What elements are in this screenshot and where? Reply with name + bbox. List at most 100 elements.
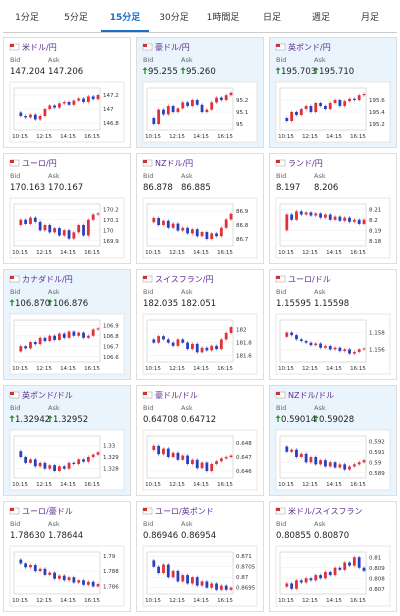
- bid-label: Bid: [276, 172, 286, 180]
- candle: [210, 464, 214, 471]
- candle: [186, 342, 189, 350]
- candle: [328, 346, 332, 350]
- candle: [58, 466, 61, 471]
- flag-mark: [10, 392, 14, 395]
- ask-label: Ask: [181, 172, 193, 180]
- rate-card[interactable]: 米ドル/円 Bid Ask 147.204 147.206 147.2 147 146.8 10…: [3, 37, 131, 148]
- ask-label: Ask: [314, 404, 326, 412]
- candle: [319, 213, 322, 218]
- y-tick-label: 95: [236, 122, 243, 128]
- flag-mark: [143, 276, 147, 279]
- x-tick-label: 10:15: [278, 134, 294, 140]
- candle: [333, 567, 337, 576]
- rate-card[interactable]: NZドル/ドル Bid Ask 0.59014 0.59028 0.592 0.591 0.5…: [269, 385, 397, 496]
- pair-name: 英ポンド/円: [288, 42, 331, 52]
- rate-card[interactable]: ユーロ/豪ドル Bid Ask 1.78630 1.78644 1.79 1.788 1.78…: [3, 501, 131, 612]
- y-tick-label: 8.19: [369, 228, 382, 234]
- candle: [304, 453, 308, 463]
- rate-card[interactable]: ユーロ/英ポンド Bid Ask 0.86946 0.86954 0.871 0.8705 0…: [136, 501, 264, 612]
- tab[interactable]: 30分足: [159, 13, 189, 23]
- pair-name: ユーロ/英ポンド: [155, 506, 214, 516]
- bid-label: Bid: [10, 288, 20, 296]
- candle: [338, 567, 342, 570]
- candle: [181, 227, 185, 231]
- candle: [91, 454, 95, 457]
- tab[interactable]: 週足: [311, 13, 330, 23]
- candle: [362, 567, 366, 571]
- rate-card[interactable]: ランド/円 Bid Ask 8.197 8.206 8.21 8.2 8.19 8.18 10:1…: [269, 153, 397, 264]
- tab[interactable]: 1時間足: [206, 13, 240, 23]
- candle: [67, 462, 71, 469]
- x-tick-label: 14:15: [193, 134, 209, 140]
- candle: [86, 335, 90, 338]
- bid-value: 86.878: [143, 183, 173, 193]
- ask-label: Ask: [181, 520, 193, 528]
- candle: [348, 562, 351, 566]
- ask-value: 0.59028: [319, 415, 354, 425]
- rate-card[interactable]: 豪ドル/円 Bid Ask 95.255 95.260 95.2 95.1 95 10:15 12…: [136, 37, 264, 148]
- candle: [19, 219, 23, 225]
- rate-card[interactable]: 英ポンド/ドル Bid Ask 1.32942 1.32952 1.33 1.329 1.32…: [3, 385, 131, 496]
- tab[interactable]: 5分足: [64, 13, 88, 23]
- ask-value: 182.051: [181, 299, 216, 309]
- rate-card[interactable]: スイスフラン/円 Bid Ask 182.035 182.051 182 181.8 181.…: [136, 269, 264, 380]
- candle: [229, 455, 233, 457]
- x-tick-label: 12:15: [302, 598, 318, 604]
- x-tick-label: 10:15: [278, 366, 294, 372]
- y-tick-label: 86.8: [236, 223, 249, 229]
- x-tick-label: 10:15: [12, 482, 28, 488]
- tab[interactable]: 日足: [262, 13, 281, 23]
- candle: [343, 464, 347, 470]
- rate-card[interactable]: ユーロ/円 Bid Ask 170.163 170.167 170.2 170.1 170 16…: [3, 153, 131, 264]
- candle: [62, 466, 66, 469]
- rate-card[interactable]: ユーロ/ドル Bid Ask 1.15595 1.15598 1.158 1.156 10:1…: [269, 269, 397, 380]
- y-tick-label: 86.7: [236, 237, 249, 243]
- up-arrow: [47, 415, 53, 422]
- tab[interactable]: 月足: [360, 13, 379, 23]
- rate-card[interactable]: カナダドル/円 Bid Ask 106.870 106.876 106.9 106.8 106…: [3, 269, 131, 380]
- rate-card[interactable]: NZドル/円 Bid Ask 86.878 86.885 86.9 86.8 86.7 10:1…: [136, 153, 264, 264]
- candle: [319, 103, 322, 106]
- rate-card[interactable]: 英ポンド/円 Bid Ask 195.703 195.710 195.6 195.4 195.…: [269, 37, 397, 148]
- plot-border: [279, 87, 367, 131]
- candle: [162, 220, 165, 225]
- x-tick-label: 16:15: [217, 134, 233, 140]
- candle: [210, 345, 214, 351]
- candle: [362, 460, 366, 463]
- candle: [362, 219, 366, 224]
- candle: [191, 459, 194, 464]
- flag-mark: [10, 44, 14, 47]
- candle: [38, 116, 42, 120]
- x-tick-label: 12:15: [302, 250, 318, 256]
- candle: [152, 118, 156, 124]
- bid-value: 1.32942: [15, 415, 50, 425]
- chart-frame: [142, 313, 258, 375]
- y-tick-label: 86.9: [236, 209, 249, 215]
- candle: [328, 571, 332, 576]
- tab[interactable]: 1分足: [15, 13, 39, 23]
- bid-label: Bid: [276, 520, 286, 528]
- x-tick-label: 10:15: [278, 250, 294, 256]
- x-tick-label: 12:15: [169, 134, 185, 140]
- candle: [96, 213, 100, 215]
- rate-card[interactable]: 豪ドル/ドル Bid Ask 0.64708 0.64712 0.648 0.647 0.64…: [136, 385, 264, 496]
- candle: [24, 457, 28, 463]
- candle: [53, 572, 56, 579]
- candle: [181, 339, 185, 343]
- candle: [324, 460, 327, 467]
- tab[interactable]: 15分足: [101, 6, 149, 32]
- candle: [77, 225, 81, 233]
- x-tick-label: 14:15: [60, 482, 76, 488]
- plot-border: [279, 319, 367, 363]
- candle: [181, 575, 185, 582]
- ask-label: Ask: [314, 56, 326, 64]
- candle: [29, 114, 32, 118]
- candle: [186, 455, 189, 464]
- y-tick-label: 181.6: [236, 354, 252, 360]
- plot-border: [279, 203, 367, 247]
- candle: [191, 577, 194, 584]
- rate-card[interactable]: 米ドル/スイスフラン Bid Ask 0.80855 0.80870 0.81 0.809 0…: [269, 501, 397, 612]
- candle: [324, 346, 327, 348]
- candle: [295, 580, 298, 589]
- candle: [215, 461, 218, 464]
